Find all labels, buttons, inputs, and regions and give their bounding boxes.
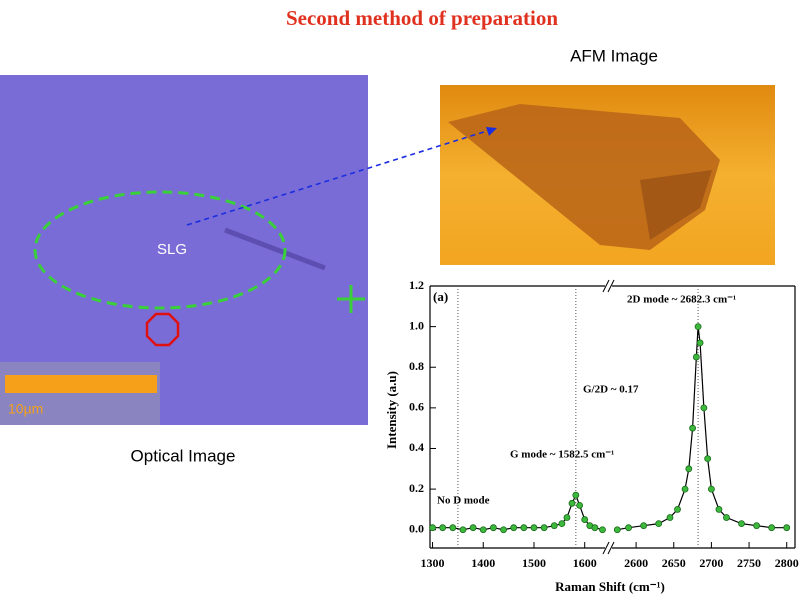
data-point	[723, 514, 730, 521]
y-tick-label: 1.0	[409, 318, 424, 332]
data-point	[674, 506, 681, 513]
y-tick-label: 0.8	[409, 359, 424, 373]
data-point	[510, 524, 518, 532]
y-tick-label: 0.0	[409, 521, 424, 535]
data-point	[558, 520, 566, 528]
data-point	[692, 353, 700, 361]
data-point	[550, 522, 558, 530]
scale-box	[0, 362, 160, 425]
data-point	[563, 514, 571, 521]
data-point	[568, 499, 576, 507]
data-point	[640, 522, 648, 530]
data-point	[540, 524, 548, 532]
x-tick-label: 1300	[421, 556, 445, 570]
data-point	[700, 404, 708, 412]
annotation: G/2D ~ 0.17	[583, 384, 639, 396]
data-point	[655, 520, 663, 528]
data-point	[479, 526, 487, 534]
panel-label: (a)	[433, 289, 448, 304]
raman-chart: 0.0 0.2 0.4 0.6 0.8 1.0 1.2 1300 1400 1500 1600 260…	[384, 270, 800, 600]
data-point	[685, 465, 693, 473]
data-point	[783, 524, 791, 532]
axis-frame	[612, 285, 796, 549]
data-point	[439, 524, 447, 532]
annotation: G mode ~ 1582.5 cm⁻¹	[510, 449, 614, 461]
x-tick-label: 2700	[699, 556, 723, 570]
flake-edge	[224, 227, 326, 271]
annotation: 2D mode ~ 2682.3 cm⁻¹	[627, 294, 736, 306]
data-point	[469, 524, 477, 532]
data-point	[520, 524, 528, 532]
data-point	[576, 501, 584, 509]
optical-label: Optical Image	[131, 446, 236, 465]
annotation: No D mode	[437, 495, 490, 507]
y-tick-label: 1.2	[409, 278, 424, 292]
data-point	[459, 526, 467, 534]
slg-label: SLG	[157, 241, 187, 258]
data-point	[625, 524, 632, 532]
data-point	[715, 506, 723, 513]
x-tick-label: 2750	[737, 556, 761, 570]
arrow-head	[486, 127, 497, 136]
data-point	[599, 526, 606, 534]
x-tick-label: 1600	[573, 556, 597, 570]
scale-bar	[5, 375, 157, 393]
y-tick-label: 0.2	[409, 481, 424, 495]
x-tick-label: 2800	[775, 556, 799, 570]
marker-octagon	[145, 312, 180, 347]
data-point	[768, 524, 776, 532]
data-point	[490, 524, 497, 532]
y-axis-label: Intensity (a.u)	[384, 371, 399, 449]
x-tick-label: 2600	[624, 556, 648, 570]
afm-flake-layer	[640, 170, 712, 240]
data-point	[704, 455, 712, 463]
data-point	[666, 514, 674, 521]
data-point	[530, 524, 538, 532]
arrow-line	[186, 129, 491, 226]
axis-break	[602, 279, 615, 555]
data-point	[738, 520, 745, 528]
data-point	[694, 323, 702, 331]
data-point	[613, 526, 621, 534]
x-axis-label: Raman Shift (cm⁻¹)	[555, 579, 665, 594]
data-point	[591, 524, 599, 532]
data-point	[572, 491, 580, 499]
slide-title: Second method of preparation	[286, 6, 558, 30]
y-tick-label: 0.4	[409, 440, 424, 454]
x-tick-label: 2650	[662, 556, 686, 570]
y-tick-label: 0.6	[409, 400, 424, 414]
data-point	[429, 524, 436, 532]
data-point	[681, 485, 689, 493]
afm-label: AFM Image	[570, 46, 658, 65]
data-point	[708, 485, 715, 493]
data-point	[449, 524, 457, 532]
scale-label: 10µm	[8, 401, 43, 417]
data-point	[500, 526, 507, 534]
crosshair	[337, 285, 365, 313]
data-point	[696, 339, 704, 347]
x-tick-label: 1400	[471, 556, 495, 570]
chart-bg	[385, 270, 800, 600]
x-tick-label: 1500	[522, 556, 546, 570]
data-point	[581, 516, 589, 523]
slg-ellipse	[33, 190, 287, 310]
data-point	[753, 522, 760, 530]
data-point	[689, 424, 696, 432]
